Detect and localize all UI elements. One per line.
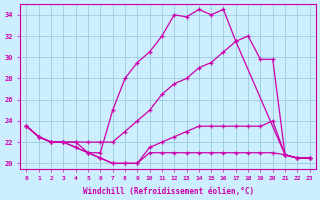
X-axis label: Windchill (Refroidissement éolien,°C): Windchill (Refroidissement éolien,°C) xyxy=(83,187,254,196)
